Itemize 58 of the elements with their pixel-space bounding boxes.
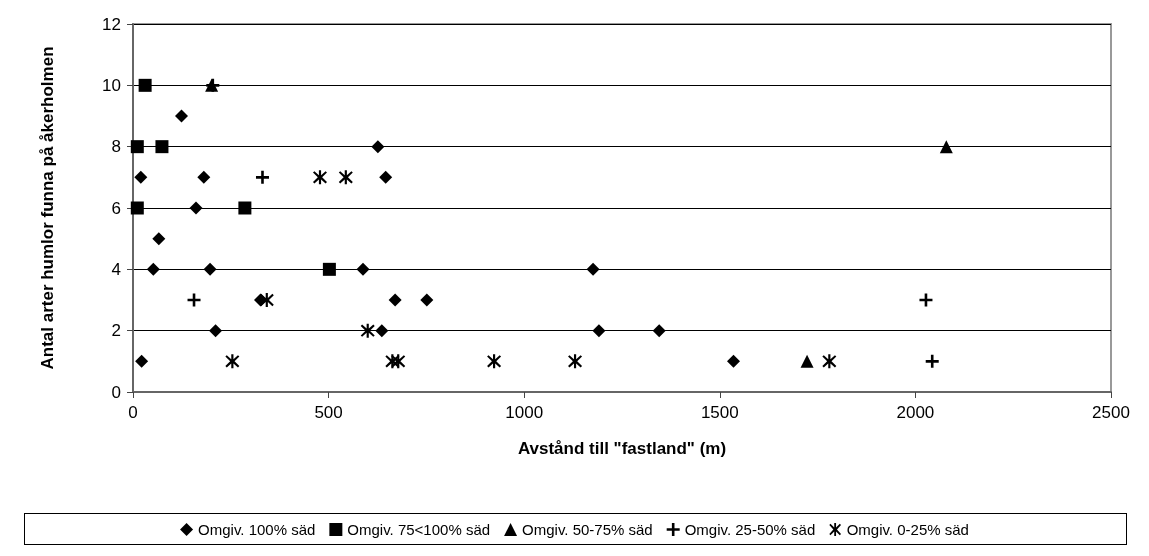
point: [925, 354, 939, 368]
point: [360, 323, 375, 338]
y-tick-label: 0: [111, 382, 121, 402]
point: [134, 170, 148, 184]
point: [130, 201, 144, 215]
legend-label: Omgiv. 25-50% säd: [684, 521, 816, 538]
point: [312, 170, 327, 185]
point: [939, 140, 953, 154]
x-tick-label: 2500: [1092, 403, 1130, 422]
point: [259, 293, 274, 307]
point: [197, 170, 211, 184]
point: [152, 232, 166, 246]
point: [135, 354, 149, 368]
y-tick-label: 8: [111, 137, 121, 157]
point: [146, 262, 160, 276]
point: [356, 262, 370, 276]
legend-label: Omgiv. 50-75% säd: [522, 521, 653, 538]
point: [375, 324, 389, 338]
x-tick-label: 1000: [505, 403, 544, 422]
point: [138, 78, 152, 92]
x-axis-title: Avstånd till "fastland" (m): [517, 439, 727, 458]
x-tick-label: 1500: [700, 403, 739, 422]
point: [568, 354, 583, 369]
point: [255, 170, 269, 184]
y-tick-label: 12: [102, 14, 121, 34]
point: [189, 201, 203, 215]
point: [420, 293, 434, 307]
point: [391, 354, 406, 369]
point: [338, 170, 353, 185]
x-tick-label: 500: [314, 403, 343, 422]
point: [592, 324, 606, 338]
y-axis-title: Antal arter humlor funna på åkerholmen: [37, 46, 57, 370]
point: [155, 140, 169, 154]
point: [225, 354, 240, 369]
point: [371, 140, 385, 154]
point: [203, 262, 217, 276]
point: [322, 262, 336, 276]
point: [175, 109, 189, 123]
x-tick-label: 0: [128, 403, 138, 422]
y-tick-label: 4: [111, 259, 121, 279]
y-tick-label: 10: [102, 75, 121, 95]
legend-label: Omgiv. 0-25% säd: [846, 521, 969, 538]
point: [130, 140, 144, 154]
x-tick-label: 2000: [896, 403, 935, 422]
point: [379, 170, 393, 184]
point: [822, 354, 837, 369]
point: [209, 324, 223, 338]
y-tick-label: 2: [111, 321, 121, 341]
y-tick-label: 6: [111, 198, 121, 218]
point: [487, 354, 502, 369]
point: [726, 354, 740, 368]
point: [586, 262, 600, 276]
legend-label: Omgiv. 75<100% säd: [347, 521, 491, 538]
legend-label: Omgiv. 100% säd: [198, 521, 316, 538]
point: [388, 293, 402, 307]
point: [652, 324, 666, 338]
point: [800, 354, 814, 368]
point: [238, 201, 252, 215]
